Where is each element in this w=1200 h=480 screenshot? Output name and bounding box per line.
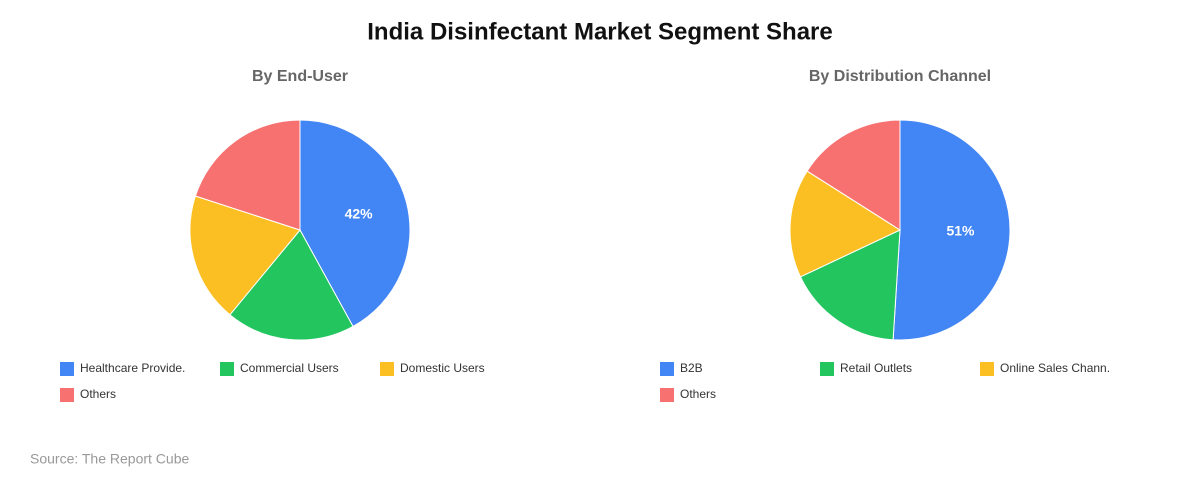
legend-swatch [220, 362, 234, 376]
legend-swatch [660, 388, 674, 402]
legend-label: Commercial Users [240, 361, 339, 375]
legend-label: Healthcare Provide. [80, 361, 185, 375]
chart-title: By End-User [252, 68, 348, 85]
pie-slice [789, 170, 902, 278]
pie-slice [189, 195, 301, 316]
pie-slice [892, 119, 1011, 341]
legend-swatch [820, 362, 834, 376]
pie-slice [299, 119, 411, 328]
value-label: 51% [946, 223, 975, 239]
legend-label: Retail Outlets [840, 361, 912, 375]
legend-swatch [60, 388, 74, 402]
pie-slice [194, 119, 301, 231]
source: Source: The Report Cube [30, 451, 189, 467]
chart-title: By Distribution Channel [809, 68, 991, 85]
legend-swatch [980, 362, 994, 376]
pie-slice [806, 119, 901, 231]
legend-label: Others [80, 387, 116, 401]
value-label: 42% [345, 206, 374, 222]
legend-swatch [660, 362, 674, 376]
pie-slice [799, 229, 901, 341]
legend-label: Others [680, 387, 716, 401]
legend-label: Online Sales Chann. [1000, 361, 1110, 375]
legend-label: B2B [680, 361, 703, 375]
legend-label: Domestic Users [400, 361, 485, 375]
page-title: India Disinfectant Market Segment Share [367, 18, 832, 45]
legend-swatch [60, 362, 74, 376]
legend-swatch [380, 362, 394, 376]
pie-slice [229, 229, 354, 341]
